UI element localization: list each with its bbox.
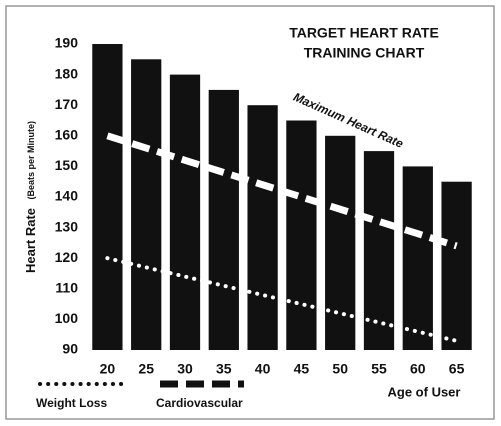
chart-title: TRAINING CHART (304, 45, 425, 61)
bar (363, 151, 395, 350)
chart-title: TARGET HEART RATE (289, 25, 439, 41)
y-tick-label: 120 (55, 249, 79, 265)
bar (286, 120, 317, 350)
y-label: Heart Rate (23, 208, 38, 273)
x-tick-label: 25 (138, 361, 154, 377)
x-tick-label: 40 (255, 361, 271, 377)
series-line (106, 132, 458, 250)
bar (92, 44, 123, 350)
y-axis-label: Heart Rate (Beats per Minute) (23, 121, 40, 273)
y-tick-label: 180 (55, 65, 79, 81)
y-tick-label: 150 (55, 157, 79, 173)
y-tick-label: 170 (55, 96, 79, 112)
x-tick-label: 65 (449, 361, 465, 377)
x-tick-label: 35 (216, 361, 232, 377)
series-line (105, 256, 459, 343)
y-tick-label: 100 (55, 310, 79, 326)
y-tick-label: 190 (55, 35, 79, 51)
x-tick-label: 30 (177, 361, 193, 377)
x-tick-label: 45 (294, 361, 310, 377)
bar (131, 59, 162, 351)
legend-label: Weight Loss (36, 396, 107, 410)
bar (325, 135, 356, 350)
x-tick-label: 60 (410, 361, 426, 377)
y-tick-label: 140 (55, 188, 79, 204)
y-label-sub: (Beats per Minute) (26, 121, 36, 200)
bar (208, 89, 239, 351)
bar (169, 74, 201, 350)
y-tick-label: 110 (55, 280, 78, 296)
x-tick-label: 20 (100, 361, 116, 377)
frame (5, 5, 495, 420)
legend-label: Cardiovascular (156, 396, 243, 410)
y-tick-label: 160 (55, 127, 79, 143)
x-tick-label: 55 (371, 361, 387, 377)
y-tick-label: 130 (55, 218, 79, 234)
x-tick-label: 50 (332, 361, 348, 377)
bar (247, 105, 278, 350)
x-axis-label: Age of User (388, 384, 461, 399)
y-tick-label: 90 (62, 341, 78, 357)
bar (402, 166, 433, 350)
bar (441, 181, 472, 350)
